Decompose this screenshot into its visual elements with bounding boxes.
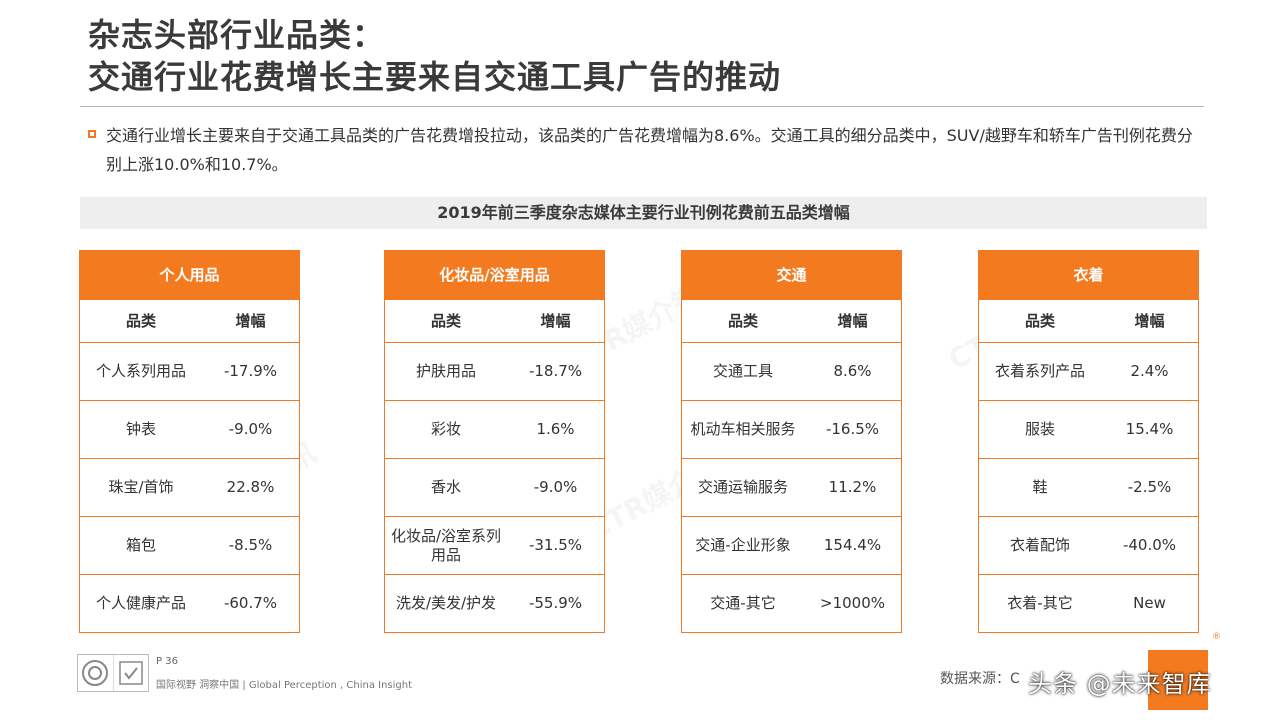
- row-category: 个人健康产品: [95, 594, 186, 612]
- row-category: 洗发/美发/护发: [395, 594, 497, 612]
- table-row: 交通工具 8.6%: [682, 342, 901, 400]
- row-growth: 11.2%: [828, 478, 877, 496]
- column-header-category: 品类: [727, 311, 758, 330]
- row-growth: -16.5%: [825, 420, 880, 438]
- column-header-growth: 增幅: [1134, 311, 1165, 330]
- row-category: 衣着配饰: [1009, 536, 1070, 554]
- column-header-category: 品类: [125, 311, 156, 330]
- table-row: 香水 -9.0%: [385, 458, 604, 516]
- table-row: 交通运输服务 11.2%: [682, 458, 901, 516]
- column-header-row: 品类 增幅: [979, 300, 1198, 342]
- row-growth: -60.7%: [223, 594, 278, 612]
- title-line-2: 交通行业花费增长主要来自交通工具广告的推动: [88, 58, 782, 96]
- table-row: 服装 15.4%: [979, 400, 1198, 458]
- column-header-growth: 增幅: [235, 311, 266, 330]
- row-category: 钟表: [125, 420, 156, 438]
- footer-slogan: 国际视野 洞察中国 | Global Perception , China In…: [156, 680, 413, 691]
- row-category: 香水: [430, 478, 461, 496]
- page-number: P 36: [156, 656, 178, 667]
- row-growth: -9.0%: [533, 478, 578, 496]
- table-row: 衣着配饰 -40.0%: [979, 516, 1198, 574]
- row-category: 服装: [1024, 420, 1055, 438]
- row-category: 化妆品/浴室系列用品: [390, 526, 502, 564]
- table-row: 珠宝/首饰 22.8%: [80, 458, 299, 516]
- summary-text: 交通行业增长主要来自于交通工具品类的广告花费增投拉动，该品类的广告花费增幅为8.…: [106, 126, 1193, 174]
- row-category: 箱包: [125, 536, 156, 554]
- brand-logo-block: [1148, 650, 1208, 710]
- row-category: 交通-其它: [710, 594, 776, 612]
- card-title: 个人用品: [80, 251, 299, 300]
- table-row: 机动车相关服务 -16.5%: [682, 400, 901, 458]
- registered-mark: ®: [1212, 632, 1221, 642]
- table-row: 个人系列用品 -17.9%: [80, 342, 299, 400]
- page-title: 杂志头部行业品类： 交通行业花费增长主要来自交通工具广告的推动: [88, 14, 781, 98]
- row-growth: -2.5%: [1127, 478, 1172, 496]
- certification-seal-icon: [78, 655, 113, 691]
- table-row: 交通-其它 >1000%: [682, 574, 901, 632]
- title-divider: [80, 106, 1204, 107]
- row-category: 珠宝/首饰: [108, 478, 174, 496]
- title-line-1: 杂志头部行业品类：: [88, 16, 386, 54]
- row-growth: -31.5%: [528, 536, 583, 554]
- row-category: 鞋: [1032, 478, 1048, 496]
- certification-logos: [77, 654, 149, 692]
- table-banner: 2019年前三季度杂志媒体主要行业刊例花费前五品类增幅: [80, 197, 1207, 229]
- column-header-category: 品类: [430, 311, 461, 330]
- row-growth: -40.0%: [1122, 536, 1177, 554]
- table-row: 洗发/美发/护发 -55.9%: [385, 574, 604, 632]
- row-growth: -18.7%: [528, 362, 583, 380]
- card-title: 交通: [682, 251, 901, 300]
- row-category: 交通工具: [712, 362, 773, 380]
- row-growth: -9.0%: [228, 420, 273, 438]
- table-row: 彩妆 1.6%: [385, 400, 604, 458]
- table-row: 衣着系列产品 2.4%: [979, 342, 1198, 400]
- row-category: 个人系列用品: [95, 362, 186, 380]
- row-category: 彩妆: [430, 420, 461, 438]
- table-row: 箱包 -8.5%: [80, 516, 299, 574]
- table-row: 化妆品/浴室系列用品 -31.5%: [385, 516, 604, 574]
- card-title: 化妆品/浴室用品: [385, 251, 604, 300]
- column-header-growth: 增幅: [540, 311, 571, 330]
- category-card-personal: 个人用品 品类 增幅 个人系列用品 -17.9% 钟表 -9.0% 珠宝/首饰 22.…: [79, 250, 300, 633]
- row-growth: 15.4%: [1125, 420, 1174, 438]
- category-card-cosmetics: 化妆品/浴室用品 品类 增幅 护肤用品 -18.7% 彩妆 1.6% 香水 -9.0%…: [384, 250, 605, 633]
- card-title: 衣着: [979, 251, 1198, 300]
- overlay-watermark: 头条 @未来智库: [1028, 670, 1212, 698]
- row-growth: 1.6%: [536, 420, 575, 438]
- row-growth: 2.4%: [1130, 362, 1169, 380]
- row-growth: -55.9%: [528, 594, 583, 612]
- table-row: 交通-企业形象 154.4%: [682, 516, 901, 574]
- checkmark-badge-icon: [112, 655, 148, 691]
- row-growth: New: [1133, 594, 1166, 612]
- column-header-growth: 增幅: [837, 311, 868, 330]
- category-card-transport: 交通 品类 增幅 交通工具 8.6% 机动车相关服务 -16.5% 交通运输服务 11…: [681, 250, 902, 633]
- row-growth: -17.9%: [223, 362, 278, 380]
- bullet-icon: [88, 130, 96, 138]
- table-row: 鞋 -2.5%: [979, 458, 1198, 516]
- row-category: 机动车相关服务: [690, 420, 796, 438]
- table-row: 个人健康产品 -60.7%: [80, 574, 299, 632]
- row-category: 衣着-其它: [1007, 594, 1073, 612]
- row-growth: 8.6%: [833, 362, 872, 380]
- column-header-row: 品类 增幅: [385, 300, 604, 342]
- column-header-row: 品类 增幅: [682, 300, 901, 342]
- row-category: 护肤用品: [415, 362, 476, 380]
- row-category: 衣着系列产品: [994, 362, 1085, 380]
- column-header-category: 品类: [1024, 311, 1055, 330]
- row-category: 交通-企业形象: [695, 536, 791, 554]
- table-row: 衣着-其它 New: [979, 574, 1198, 632]
- row-growth: -8.5%: [228, 536, 273, 554]
- table-row: 钟表 -9.0%: [80, 400, 299, 458]
- row-growth: 154.4%: [823, 536, 882, 554]
- row-category: 交通运输服务: [697, 478, 788, 496]
- column-header-row: 品类 增幅: [80, 300, 299, 342]
- row-growth: >1000%: [820, 594, 885, 612]
- table-row: 护肤用品 -18.7%: [385, 342, 604, 400]
- row-growth: 22.8%: [226, 478, 275, 496]
- data-source: 数据来源：C: [940, 671, 1020, 687]
- category-card-clothing: 衣着 品类 增幅 衣着系列产品 2.4% 服装 15.4% 鞋 -2.5% 衣着配饰 -…: [978, 250, 1199, 633]
